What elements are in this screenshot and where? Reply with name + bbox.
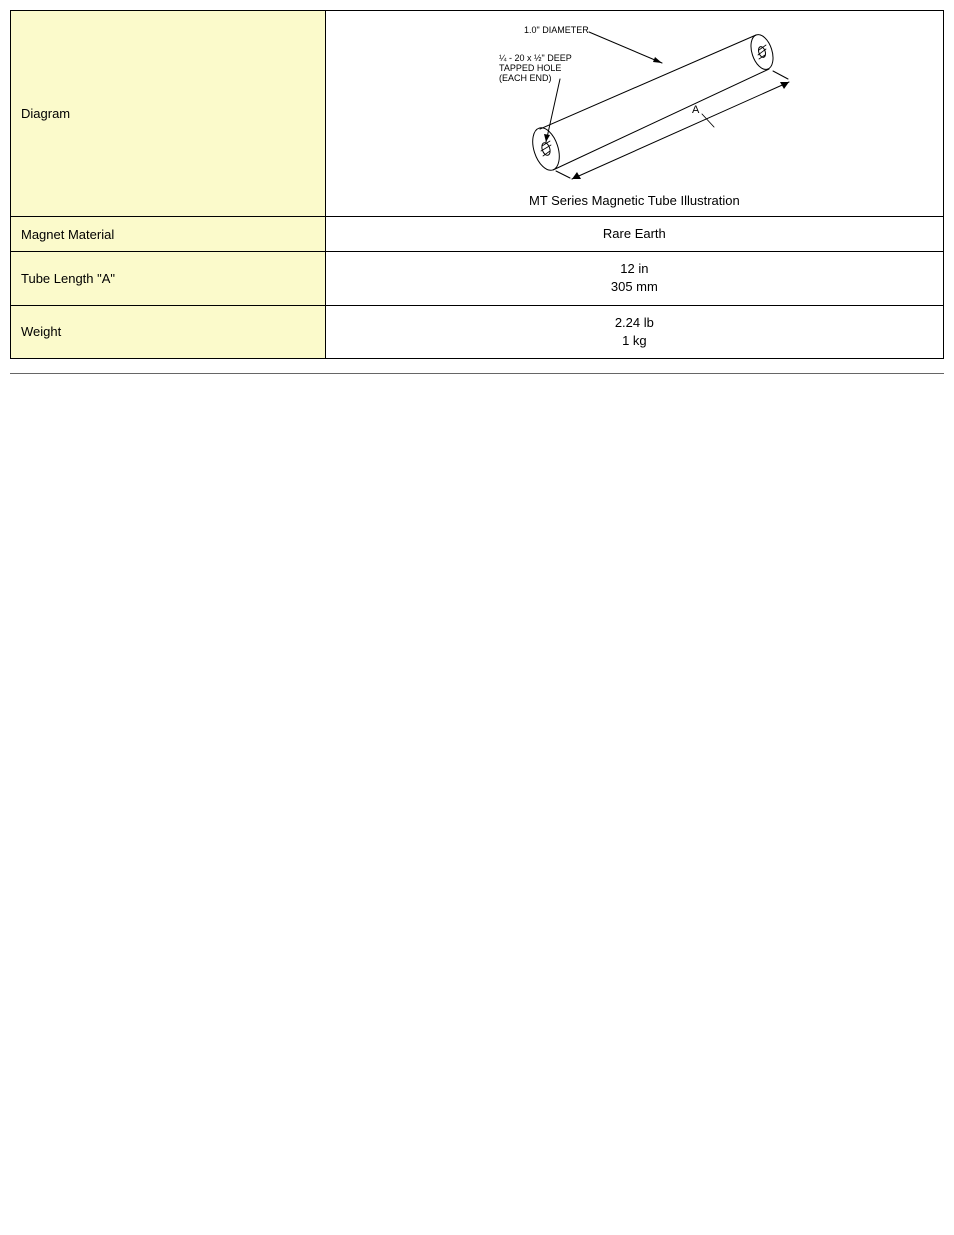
table-row-diagram: Diagram	[11, 11, 944, 217]
label-weight: Weight	[11, 305, 326, 358]
label-length: Tube Length "A"	[11, 252, 326, 305]
diagram-cell: 1.0" DIAMETER ¼ - 20 x ½" DEEP TAPPED HO…	[325, 11, 943, 217]
label-diagram: Diagram	[11, 11, 326, 217]
label-diameter: 1.0" DIAMETER	[524, 25, 589, 35]
label-hole-l3: (EACH END)	[499, 73, 552, 83]
label-length-a: A	[692, 104, 700, 116]
label-hole-l1: ¼ - 20 x ½" DEEP	[499, 53, 572, 63]
table-row-weight: Weight 2.24 lb 1 kg	[11, 305, 944, 358]
value-weight: 2.24 lb 1 kg	[325, 305, 943, 358]
tube-diagram-svg: 1.0" DIAMETER ¼ - 20 x ½" DEEP TAPPED HO…	[444, 19, 824, 189]
value-line: 1 kg	[622, 333, 647, 348]
value-length: 12 in 305 mm	[325, 252, 943, 305]
label-material: Magnet Material	[11, 217, 326, 252]
value-line: 12 in	[620, 261, 648, 276]
value-line: 305 mm	[611, 279, 658, 294]
table-row-length: Tube Length "A" 12 in 305 mm	[11, 252, 944, 305]
diagram-caption: MT Series Magnetic Tube Illustration	[444, 193, 824, 208]
table-row-material: Magnet Material Rare Earth	[11, 217, 944, 252]
value-line: 2.24 lb	[615, 315, 654, 330]
value-line: Rare Earth	[603, 226, 666, 241]
diagram-wrap: 1.0" DIAMETER ¼ - 20 x ½" DEEP TAPPED HO…	[444, 19, 824, 208]
value-material: Rare Earth	[325, 217, 943, 252]
label-hole-l2: TAPPED HOLE	[499, 63, 561, 73]
divider	[10, 373, 944, 374]
spec-table: Diagram	[10, 10, 944, 359]
